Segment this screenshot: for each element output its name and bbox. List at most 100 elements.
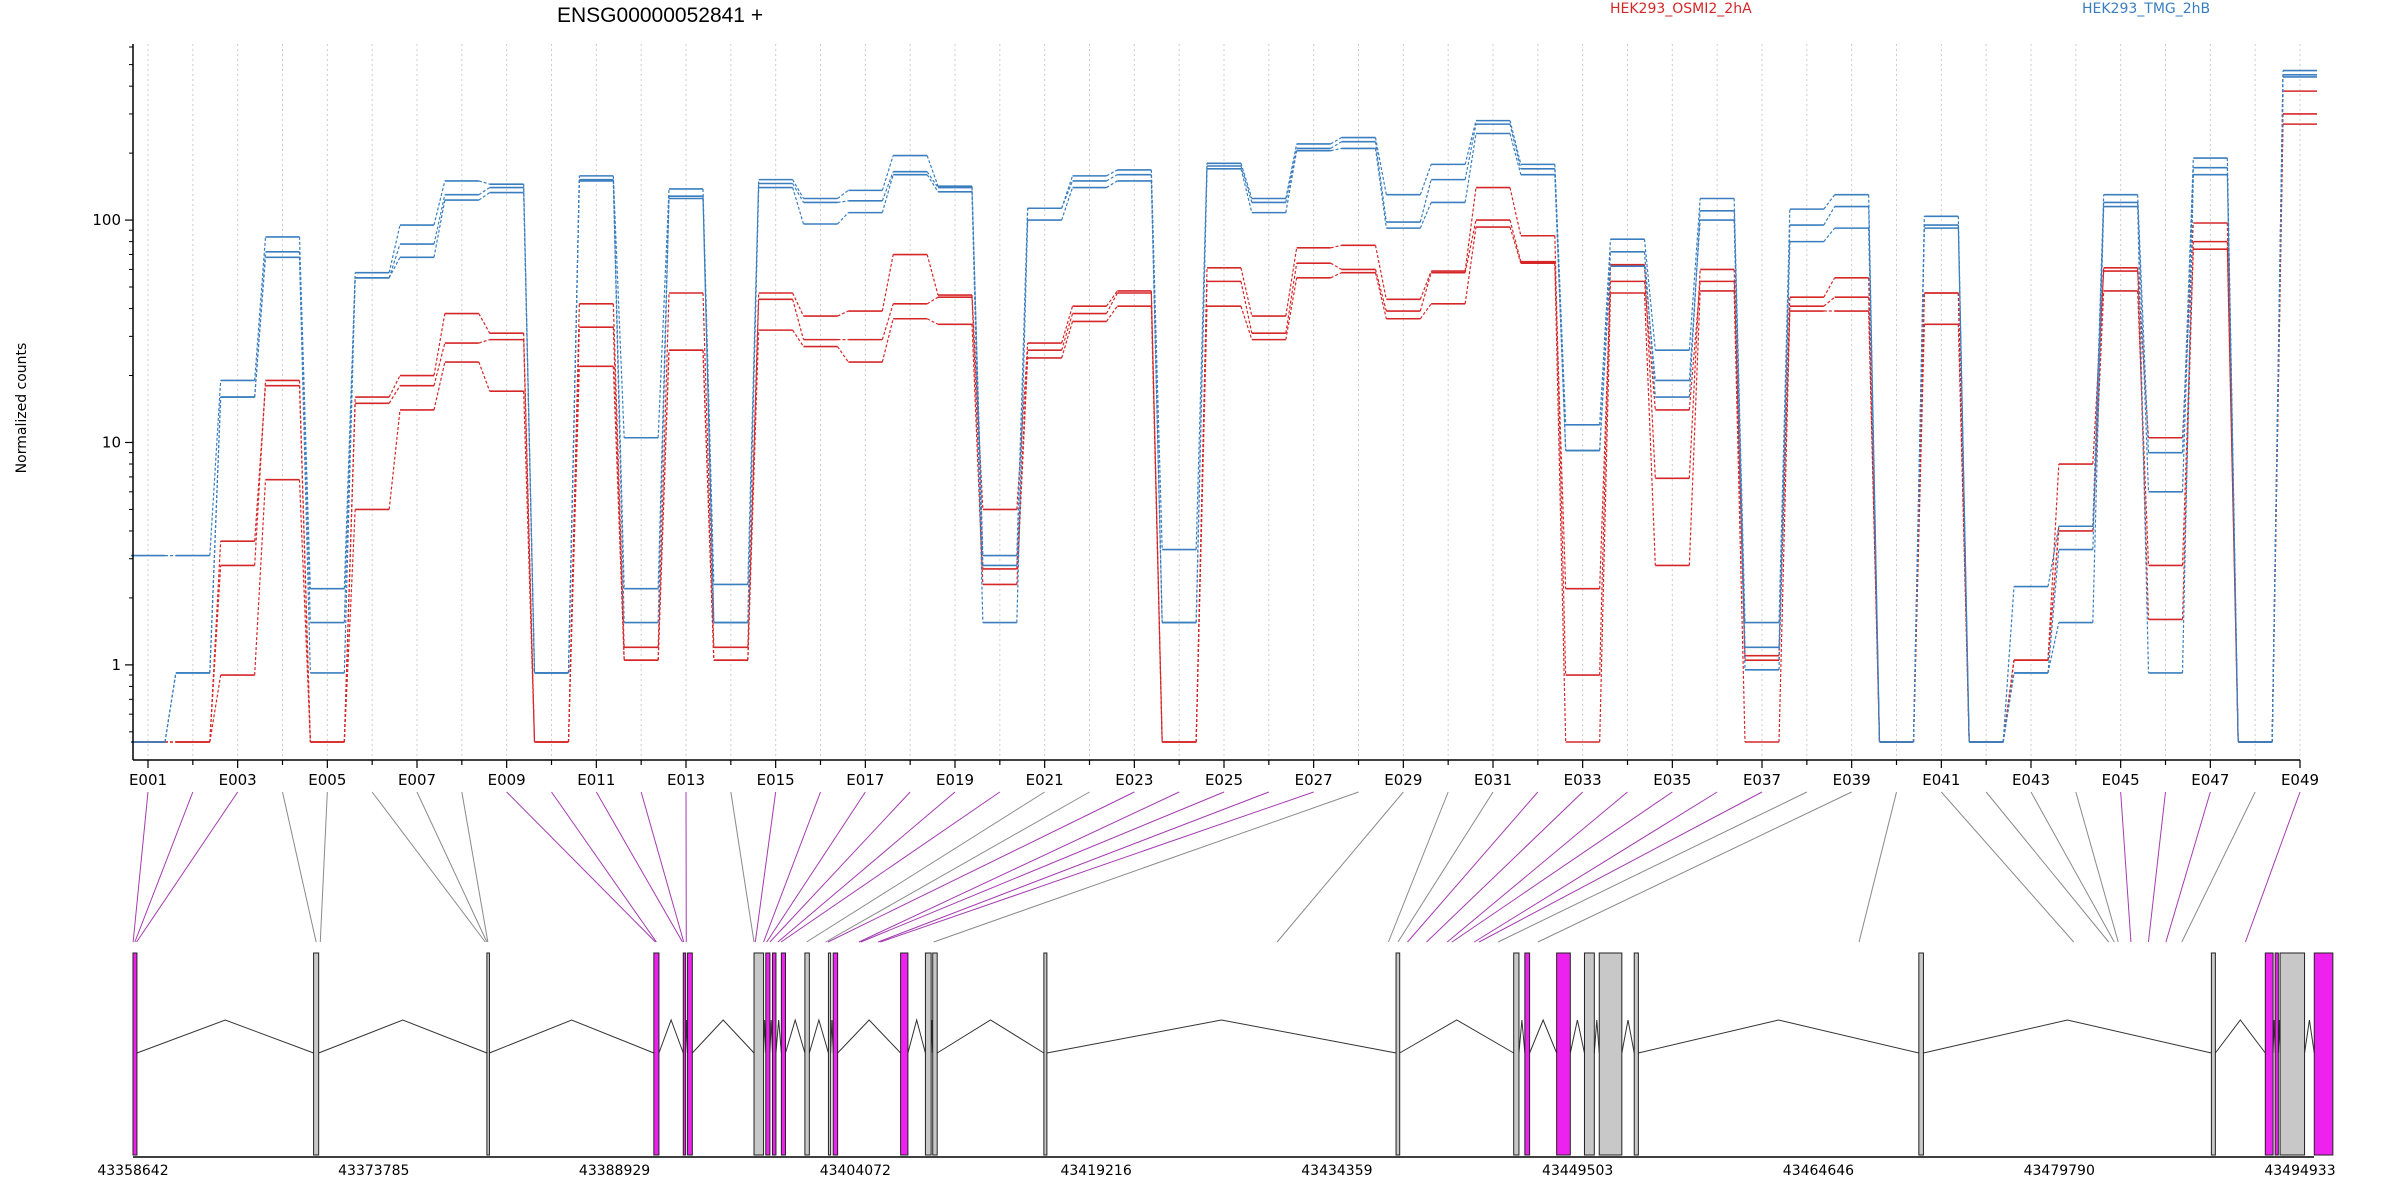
exon-connector: [2147, 791, 2166, 943]
series-connector: [1061, 313, 1074, 351]
series-connector: [343, 509, 356, 743]
x-tick-label: E005: [308, 771, 346, 789]
series-connector: [1733, 210, 1746, 648]
series-connector: [1106, 174, 1118, 182]
series-connector: [388, 257, 401, 279]
series-connector: [2181, 167, 2194, 492]
series-connector: [2092, 206, 2105, 623]
x-tick-label: E021: [1026, 771, 1064, 789]
exon-connector: [1276, 791, 1404, 943]
exon-connector: [1478, 791, 1763, 943]
x-tick-label: E013: [667, 771, 705, 789]
intron-line: [1923, 1019, 2212, 1054]
series-connector: [1285, 263, 1298, 334]
exon-connector: [777, 791, 956, 943]
coordinate-label: 43479790: [2024, 1163, 2095, 1179]
series-connector: [298, 236, 311, 589]
series-connector: [1374, 272, 1387, 319]
series-connector: [657, 292, 670, 648]
exon-segment: [1583, 952, 1595, 1156]
series-connector: [971, 187, 984, 566]
series-connector: [1330, 147, 1342, 152]
exon-segment: [1556, 952, 1571, 1156]
exon-connector: [1985, 791, 2110, 943]
series-connector: [2092, 194, 2105, 527]
series-connector: [1106, 169, 1118, 177]
exon-connector: [1474, 791, 1718, 943]
series-connector: [433, 199, 446, 258]
intron-line: [658, 1018, 684, 1054]
x-tick-label: E009: [488, 771, 526, 789]
series-connector: [2137, 194, 2150, 453]
series-connector: [2047, 463, 2060, 661]
exon-segment: [2210, 952, 2216, 1156]
x-tick-label: E045: [2102, 771, 2140, 789]
coordinate-label: 43388929: [579, 1163, 650, 1179]
series-connector: [1599, 266, 1612, 451]
exon-connector: [2165, 791, 2211, 943]
series-6: [131, 76, 2317, 743]
series-connector: [1330, 244, 1342, 249]
series-connector: [1195, 306, 1208, 743]
x-tick-label: E015: [757, 771, 795, 789]
series-connector: [1419, 164, 1432, 195]
series-connector: [1240, 267, 1253, 317]
intron-line: [1529, 1018, 1558, 1054]
series-connector: [837, 212, 849, 225]
series-connector: [478, 361, 491, 392]
series-connector: [1285, 148, 1298, 203]
exon-segment: [1598, 952, 1623, 1156]
exon-connector: [2120, 791, 2132, 943]
y-axis-label: Normalized counts: [14, 343, 30, 474]
exon-connector: [766, 791, 866, 943]
series-connector: [1016, 208, 1029, 566]
coordinate-label: 43419216: [1060, 1163, 1131, 1179]
series-connector: [433, 313, 446, 376]
series-connector: [1105, 292, 1118, 314]
series-connector: [254, 236, 267, 381]
exon-connector: [754, 791, 777, 943]
axes: 1 10 100 E001 E003 E005 E007 E009 E011 E013 E015 E0…: [92, 44, 2319, 789]
series-connector: [1061, 306, 1074, 344]
series-connector: [612, 303, 625, 648]
series-connector: [971, 297, 984, 569]
exon-connector: [551, 791, 657, 943]
x-tick-label: E049: [2281, 771, 2319, 789]
intron-line: [1621, 1019, 1635, 1054]
series-connector: [1330, 137, 1342, 145]
series-connector: [1599, 239, 1612, 425]
series-connector: [837, 189, 849, 199]
exon-segment: [132, 952, 138, 1156]
intron-line: [1569, 1019, 1585, 1054]
series-connector: [523, 391, 536, 743]
series-connector: [1330, 272, 1342, 279]
exon-segment: [780, 952, 786, 1156]
series-connector: [792, 187, 805, 225]
series-connector: [1554, 263, 1567, 743]
series-connector: [343, 272, 356, 589]
exon-segment: [313, 952, 320, 1156]
series-connector: [209, 674, 222, 743]
series-connector: [1599, 281, 1612, 589]
exon-segment: [765, 952, 771, 1156]
series-connector: [1374, 137, 1387, 195]
series-connector: [1688, 220, 1701, 381]
exon-segment: [827, 952, 832, 1156]
series-connector: [478, 339, 490, 344]
series-connector: [926, 155, 939, 187]
series-connector: [1419, 270, 1432, 300]
exon-connector: [933, 791, 1359, 943]
series-connector: [1733, 198, 1746, 623]
series-connector: [1509, 219, 1522, 262]
series-connector: [747, 330, 760, 661]
series-connector: [1554, 235, 1567, 676]
intron-line: [1638, 1019, 1919, 1054]
y-tick-label: 10: [102, 433, 121, 451]
series-connector: [702, 198, 715, 623]
series-connector: [254, 380, 267, 566]
series-connector: [612, 327, 625, 661]
series-connector: [523, 184, 536, 673]
series-connector: [2271, 76, 2284, 743]
series-connector: [1823, 194, 1836, 210]
